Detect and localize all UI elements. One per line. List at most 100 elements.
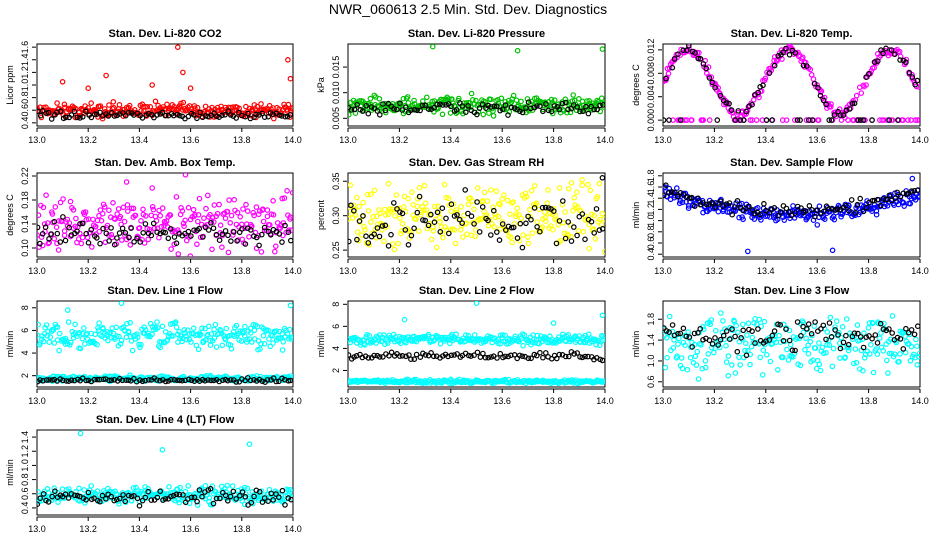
data-point bbox=[88, 226, 95, 233]
data-point bbox=[471, 221, 477, 227]
data-point bbox=[845, 117, 851, 123]
x-tick-label: 13.2 bbox=[391, 135, 409, 145]
y-tick-label: 6 bbox=[331, 324, 341, 329]
data-point bbox=[892, 195, 899, 202]
data-point bbox=[685, 329, 692, 335]
data-point bbox=[695, 55, 702, 62]
data-point bbox=[144, 104, 151, 110]
data-point bbox=[117, 495, 123, 502]
data-point bbox=[376, 354, 383, 360]
data-point bbox=[537, 349, 543, 356]
data-point bbox=[828, 333, 835, 340]
data-point bbox=[712, 327, 719, 334]
data-point bbox=[666, 117, 672, 123]
data-point bbox=[869, 335, 875, 342]
data-point bbox=[757, 211, 763, 218]
x-tick-label: 13.8 bbox=[233, 135, 251, 145]
data-point bbox=[783, 326, 789, 333]
data-point bbox=[906, 70, 913, 76]
data-point bbox=[108, 493, 115, 500]
data-point bbox=[127, 242, 134, 248]
data-point bbox=[37, 240, 43, 247]
data-point bbox=[233, 322, 240, 329]
data-point bbox=[480, 350, 486, 357]
data-point bbox=[405, 100, 412, 106]
data-point bbox=[593, 206, 600, 212]
data-point bbox=[695, 195, 701, 202]
data-point bbox=[883, 45, 889, 52]
data-point bbox=[496, 237, 503, 243]
data-point bbox=[454, 212, 460, 218]
data-point bbox=[120, 492, 126, 498]
data-point bbox=[136, 502, 143, 509]
data-point bbox=[756, 316, 763, 323]
data-point bbox=[883, 196, 889, 203]
data-point bbox=[571, 194, 578, 201]
data-point bbox=[272, 488, 279, 495]
data-point bbox=[152, 98, 159, 105]
data-point bbox=[170, 112, 177, 119]
data-point bbox=[451, 352, 458, 358]
data-point bbox=[863, 201, 870, 207]
data-point bbox=[379, 223, 386, 229]
data-point bbox=[778, 209, 784, 215]
data-point bbox=[914, 117, 920, 123]
data-point bbox=[903, 325, 909, 332]
data-point bbox=[57, 199, 64, 206]
y-tick-label: 0.18 bbox=[20, 191, 30, 209]
points-group bbox=[37, 301, 293, 385]
data-point bbox=[800, 62, 807, 69]
data-point bbox=[196, 332, 203, 339]
data-point bbox=[365, 240, 372, 246]
data-point bbox=[287, 302, 293, 309]
data-point bbox=[97, 109, 103, 116]
data-point bbox=[213, 344, 220, 350]
data-point bbox=[502, 332, 508, 339]
data-point bbox=[495, 213, 502, 220]
x-tick-label: 13.0 bbox=[28, 524, 46, 534]
data-point bbox=[874, 203, 881, 210]
x-tick-label: 13.0 bbox=[654, 266, 672, 276]
data-point bbox=[416, 184, 423, 191]
data-point bbox=[437, 101, 443, 108]
data-point bbox=[260, 218, 267, 225]
data-point bbox=[181, 223, 187, 230]
data-point bbox=[874, 58, 881, 64]
data-point bbox=[857, 334, 864, 340]
data-point bbox=[437, 340, 444, 347]
data-point bbox=[725, 372, 732, 379]
data-point bbox=[480, 111, 487, 118]
data-point bbox=[427, 211, 434, 218]
data-point bbox=[431, 203, 438, 210]
data-point bbox=[601, 216, 605, 222]
data-point bbox=[528, 187, 535, 194]
data-point bbox=[914, 343, 920, 350]
data-point bbox=[829, 247, 836, 254]
data-point bbox=[490, 204, 496, 211]
data-point bbox=[557, 237, 564, 244]
y-tick-label: 2 bbox=[331, 368, 341, 373]
data-point bbox=[162, 496, 169, 502]
data-point bbox=[90, 216, 96, 223]
data-point bbox=[190, 325, 197, 332]
data-point bbox=[118, 337, 125, 344]
data-point bbox=[834, 206, 841, 212]
x-tick-label: 13.4 bbox=[131, 266, 149, 276]
data-point bbox=[677, 117, 684, 123]
y-tick-label: 0.6 bbox=[646, 376, 656, 389]
x-tick-label: 13.6 bbox=[493, 396, 511, 406]
data-point bbox=[666, 313, 673, 320]
data-point bbox=[367, 191, 374, 198]
points-group bbox=[37, 44, 293, 122]
data-point bbox=[723, 359, 730, 365]
x-tick-label: 13.6 bbox=[182, 396, 200, 406]
data-point bbox=[846, 106, 853, 112]
data-point bbox=[261, 114, 268, 121]
data-point bbox=[861, 330, 867, 337]
y-tick-label: 0.4 bbox=[646, 248, 656, 261]
data-point bbox=[857, 117, 864, 123]
data-point bbox=[457, 227, 464, 233]
data-point bbox=[373, 340, 379, 346]
data-point bbox=[62, 491, 69, 498]
